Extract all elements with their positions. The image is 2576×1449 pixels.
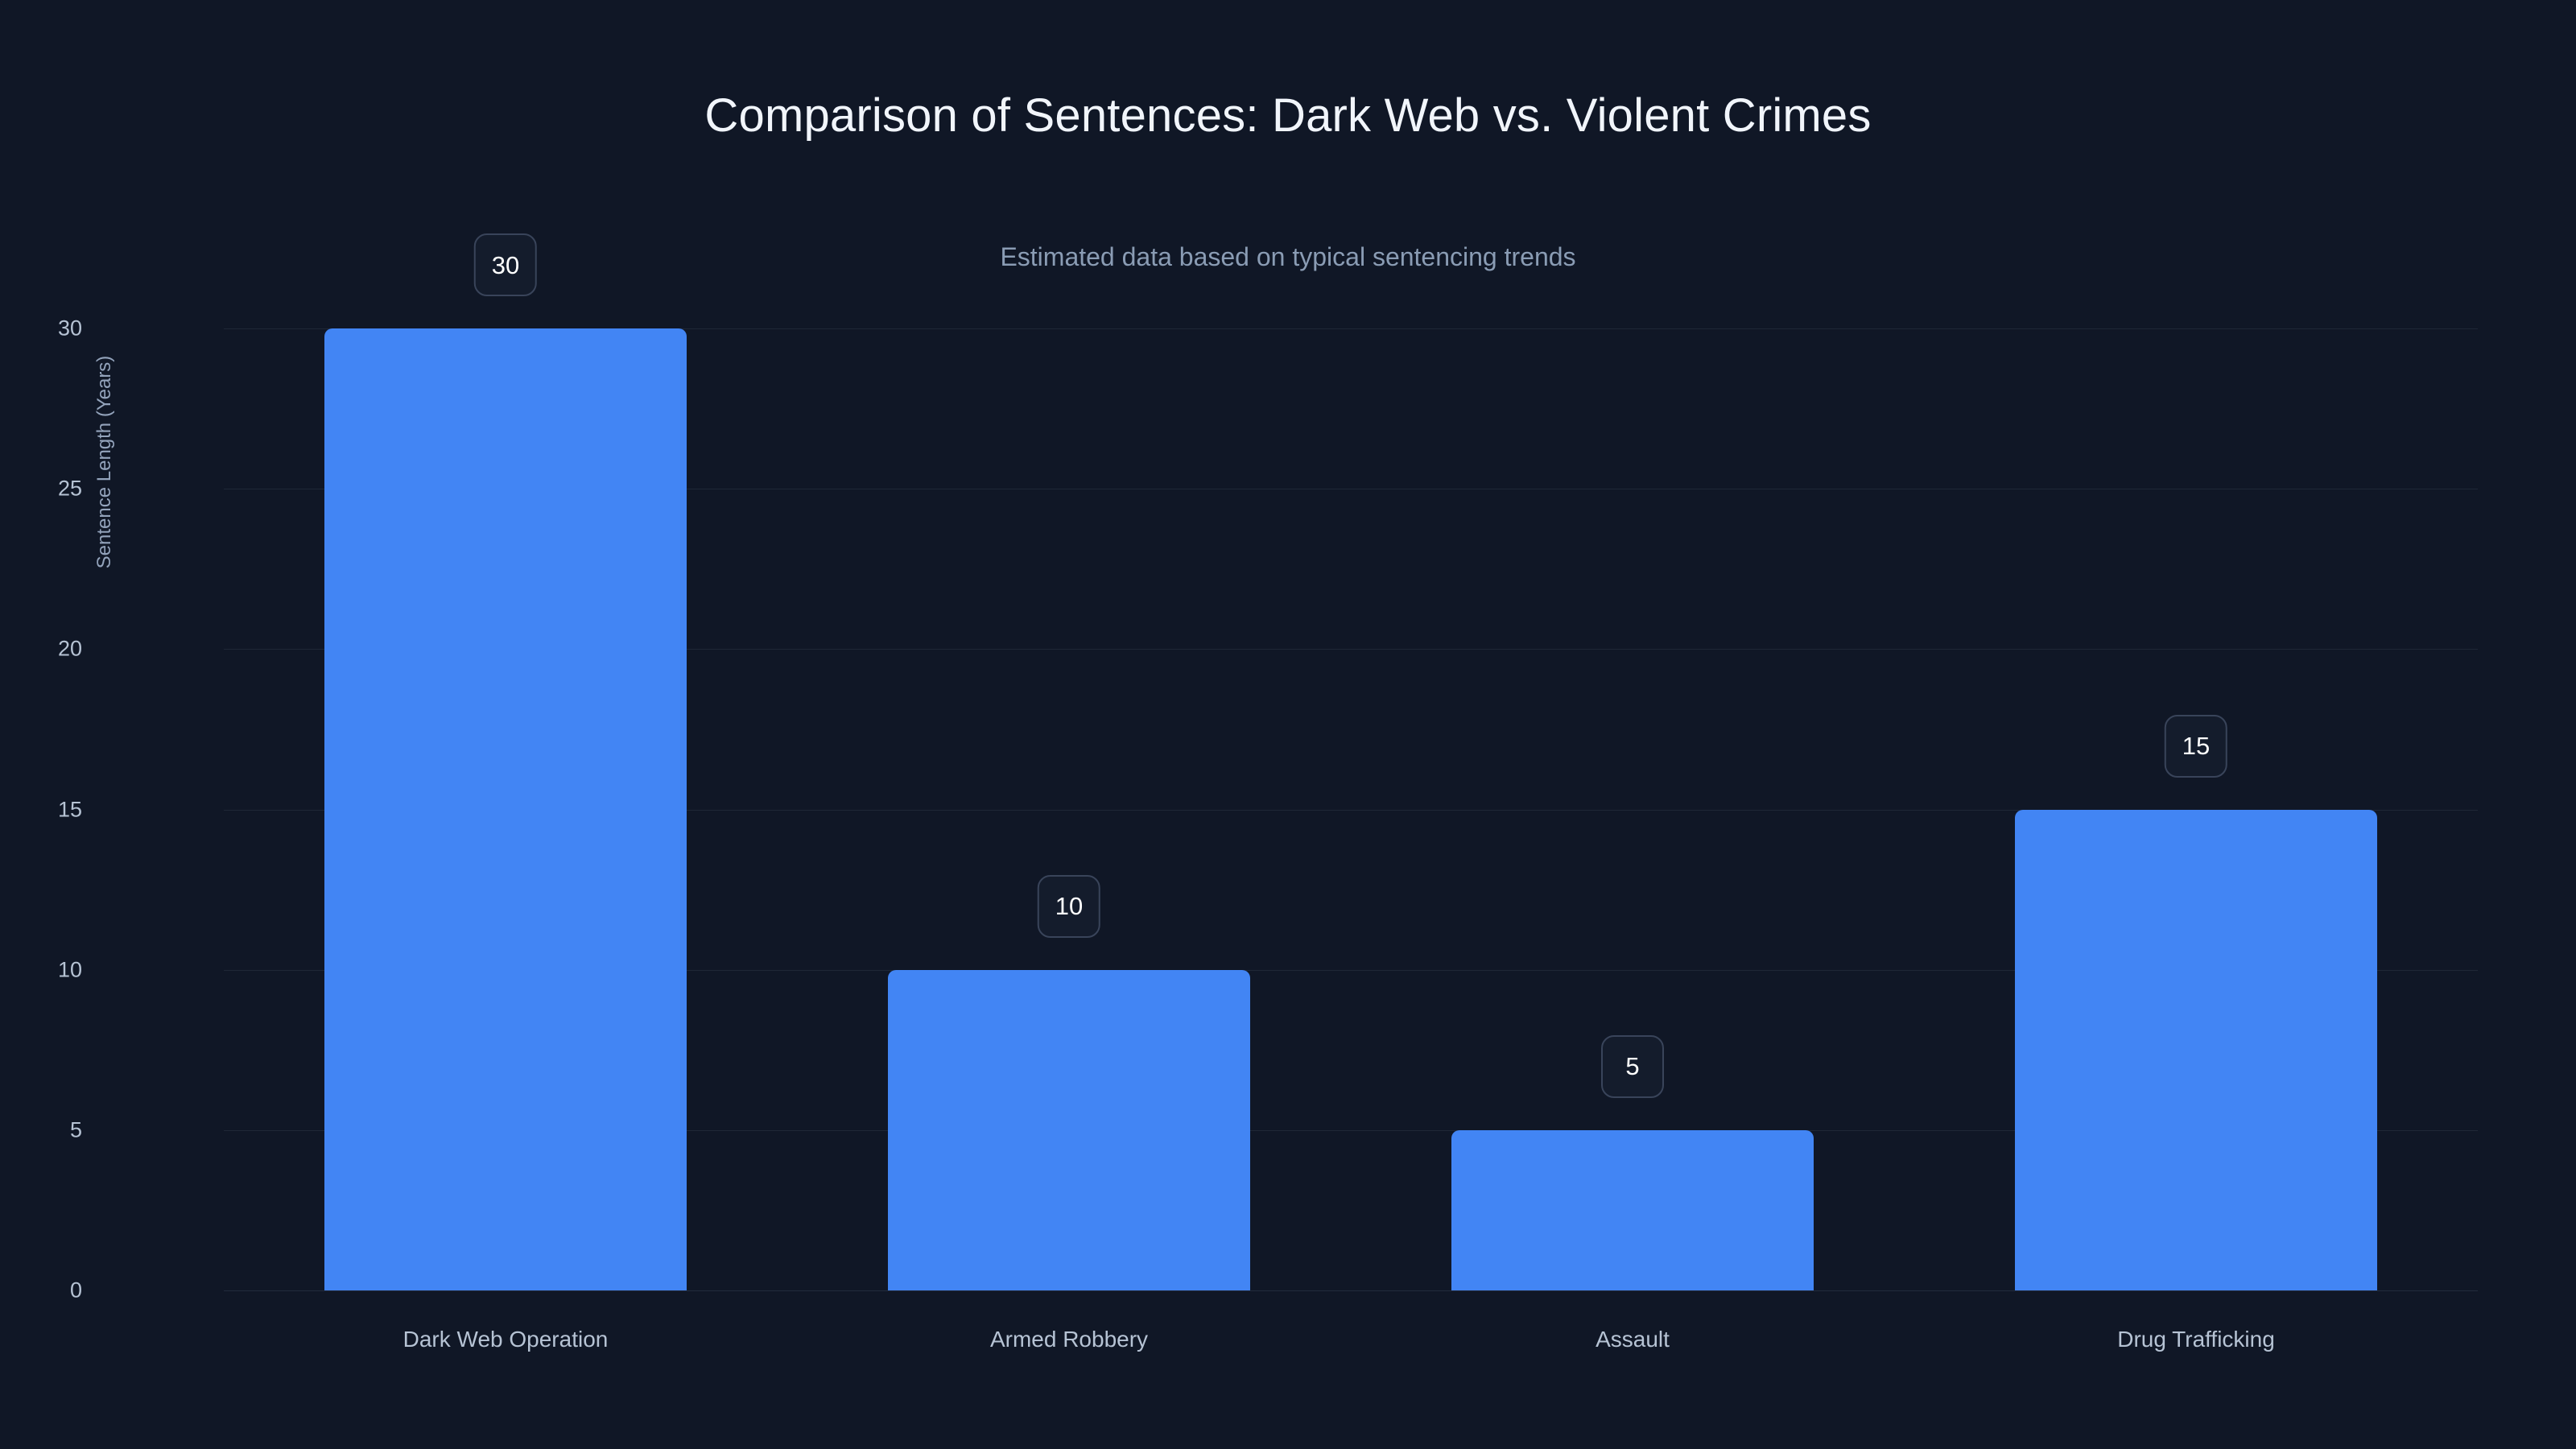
gridline bbox=[224, 1290, 2478, 1291]
y-axis-tick-label: 15 bbox=[57, 797, 82, 821]
bar[interactable] bbox=[888, 969, 1250, 1290]
x-axis-tick-label: Drug Trafficking bbox=[2117, 1327, 2275, 1352]
bar[interactable] bbox=[324, 328, 687, 1290]
bar-value-badge: 30 bbox=[473, 233, 538, 296]
y-axis-tick-label: 30 bbox=[57, 316, 82, 341]
bar-value-badge: 5 bbox=[1601, 1034, 1664, 1098]
y-axis-title: Sentence Length (Years) bbox=[93, 355, 115, 569]
gridline bbox=[224, 328, 2478, 329]
gridline bbox=[224, 1129, 2478, 1131]
x-axis-tick-label: Dark Web Operation bbox=[402, 1327, 609, 1352]
x-axis-tick-label: Armed Robbery bbox=[989, 1327, 1149, 1352]
chart-subtitle: Estimated data based on typical sentenci… bbox=[1000, 242, 1576, 271]
bar-value-badge: 10 bbox=[1037, 874, 1101, 938]
y-axis-tick-label: 0 bbox=[69, 1278, 82, 1302]
chart-title: Comparison of Sentences: Dark Web vs. Vi… bbox=[704, 89, 1872, 142]
plot-area: 30 10 5 15 bbox=[224, 233, 2478, 1291]
x-axis-tick-label: Assault bbox=[1596, 1327, 1670, 1352]
y-axis-tick-label: 5 bbox=[69, 1117, 82, 1142]
gridline bbox=[224, 809, 2478, 811]
bar-value-badge: 15 bbox=[2164, 714, 2228, 778]
bar[interactable] bbox=[2015, 809, 2377, 1290]
bar[interactable] bbox=[1451, 1129, 1814, 1290]
y-axis-tick-label: 10 bbox=[57, 957, 82, 982]
y-axis-tick-label: 20 bbox=[57, 636, 82, 661]
gridline bbox=[224, 649, 2478, 650]
gridline bbox=[224, 969, 2478, 971]
y-axis-tick-label: 25 bbox=[57, 476, 82, 501]
